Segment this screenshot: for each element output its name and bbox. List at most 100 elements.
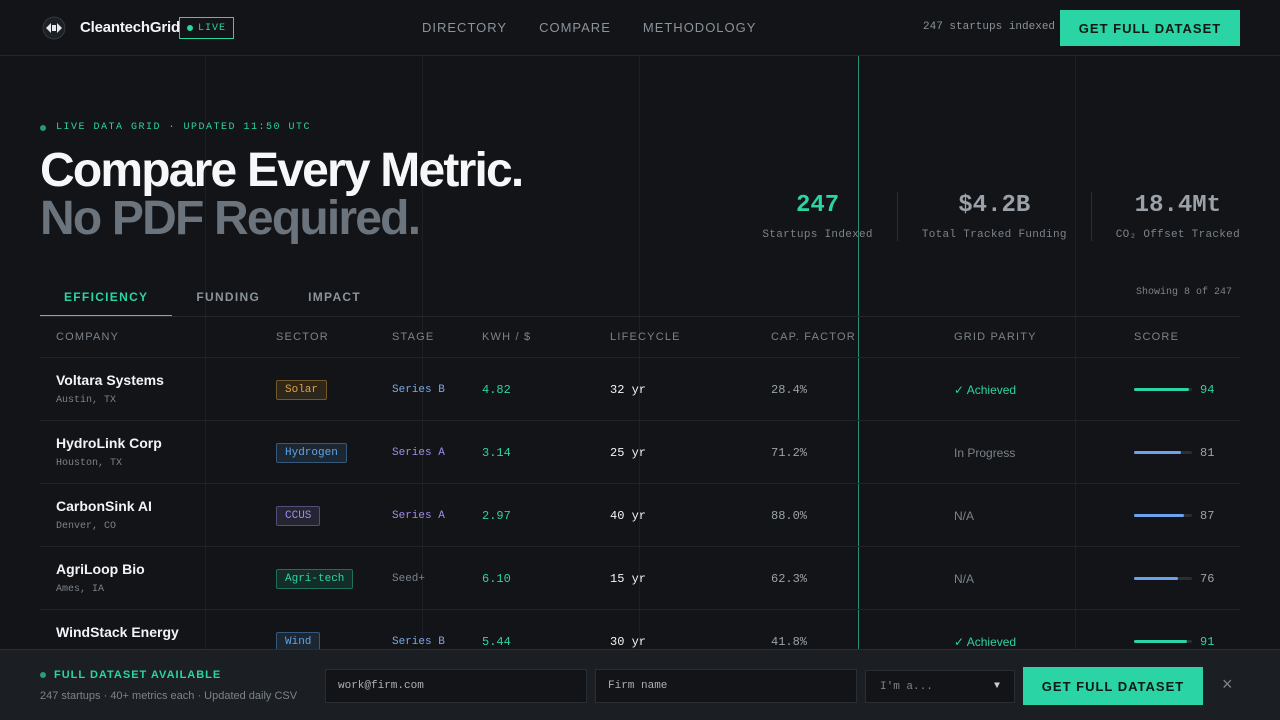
cap-factor-cell: 28.4% xyxy=(771,382,808,397)
table-row[interactable]: CarbonSink AI Denver, CO CCUS Series A 2.97 4… xyxy=(40,484,1240,547)
score-bar xyxy=(1134,577,1192,580)
score-bar-fill xyxy=(1134,640,1187,643)
score-value: 91 xyxy=(1200,634,1215,649)
stat-co2: 18.4Mt CO₂ Offset Tracked xyxy=(1090,192,1240,241)
score-bar-fill xyxy=(1134,388,1189,391)
sector-badge: Agri-tech xyxy=(276,568,354,589)
col-kwh[interactable]: KWH / $ xyxy=(482,331,532,343)
stage-cell: Series B xyxy=(392,383,445,396)
brand-name[interactable]: CleantechGrid xyxy=(80,19,180,36)
grid-parity-cell: ✓ Achieved xyxy=(954,382,1017,397)
get-dataset-button[interactable]: GET FULL DATASET xyxy=(1060,10,1240,46)
nav-link-directory[interactable]: DIRECTORY xyxy=(422,20,508,35)
company-name[interactable]: WindStack Energy xyxy=(56,624,179,640)
nav-link-compare[interactable]: COMPARE xyxy=(539,20,611,35)
stat-value: 18.4Mt xyxy=(1134,192,1222,219)
tab-impact[interactable]: IMPACT xyxy=(308,289,362,304)
grid-line xyxy=(205,56,206,720)
stage-cell: Series A xyxy=(392,446,445,459)
stage-cell: Series A xyxy=(392,509,445,522)
score-bar xyxy=(1134,388,1192,391)
col-company[interactable]: COMPANY xyxy=(56,331,120,343)
col-lifecycle[interactable]: LIFECYCLE xyxy=(610,331,681,343)
score-bar-fill xyxy=(1134,451,1181,454)
company-location: Austin, TX xyxy=(56,395,117,406)
score-value: 94 xyxy=(1200,382,1215,397)
firm-name-field[interactable] xyxy=(595,669,857,703)
stat-startups: 247 Startups Indexed xyxy=(738,192,896,241)
cap-factor-cell: 62.3% xyxy=(771,571,808,586)
col-grid-parity[interactable]: GRID PARITY xyxy=(954,331,1037,343)
col-sector[interactable]: SECTOR xyxy=(276,331,329,343)
sector-cell: Agri-tech xyxy=(276,547,354,610)
score-bar xyxy=(1134,640,1192,643)
col-cap-factor[interactable]: CAP. FACTOR xyxy=(771,331,856,343)
company-cell[interactable]: CarbonSink AI Denver, CO xyxy=(56,498,152,532)
score-bar-fill xyxy=(1134,514,1185,517)
kwh-cell: 2.97 xyxy=(482,508,511,523)
nav-link-methodology[interactable]: METHODOLOGY xyxy=(642,20,757,35)
logo-icon[interactable] xyxy=(40,14,68,42)
close-icon[interactable]: × xyxy=(1222,674,1233,694)
role-select[interactable]: I'm a... ▼ xyxy=(865,670,1015,703)
company-name[interactable]: Voltara Systems xyxy=(56,372,164,388)
tab-efficiency[interactable]: EFFICIENCY xyxy=(40,278,173,317)
live-badge: LIVE xyxy=(179,17,234,39)
score-value: 76 xyxy=(1200,571,1215,586)
stage-cell: Series B xyxy=(392,635,445,648)
email-field[interactable] xyxy=(325,669,587,703)
live-dot-icon xyxy=(186,25,193,31)
top-nav: CleantechGrid LIVE DIRECTORY COMPARE MET… xyxy=(0,0,1280,56)
score-value: 81 xyxy=(1200,445,1215,460)
company-name[interactable]: HydroLink Corp xyxy=(56,435,162,451)
table-row[interactable]: AgriLoop Bio Ames, IA Agri-tech Seed+ 6.10 15… xyxy=(40,547,1240,610)
stage-cell: Seed+ xyxy=(392,572,426,585)
banner-title-text: FULL DATASET AVAILABLE xyxy=(54,669,222,681)
company-cell[interactable]: Voltara Systems Austin, TX xyxy=(56,372,164,406)
company-cell[interactable]: AgriLoop Bio Ames, IA xyxy=(56,561,145,595)
grid-parity-cell: ✓ Achieved xyxy=(954,634,1017,649)
tab-funding[interactable]: FUNDING xyxy=(196,289,261,304)
company-cell[interactable]: WindStack Energy xyxy=(56,624,179,647)
score-cell: 87 xyxy=(1134,484,1214,547)
score-bar xyxy=(1134,451,1192,454)
kwh-cell: 5.44 xyxy=(482,634,511,649)
stat-label: Startups Indexed xyxy=(762,229,873,241)
score-bar xyxy=(1134,514,1192,517)
kwh-cell: 3.14 xyxy=(482,445,511,460)
stat-funding: $4.2B Total Tracked Funding xyxy=(896,192,1091,241)
col-score[interactable]: SCORE xyxy=(1134,331,1180,343)
table-row[interactable]: Voltara Systems Austin, TX Solar Series B 4.… xyxy=(40,358,1240,421)
grid-parity-cell: In Progress xyxy=(954,445,1016,460)
sector-cell: Solar xyxy=(276,358,328,421)
score-cell: 76 xyxy=(1134,547,1214,610)
score-bar-fill xyxy=(1134,577,1179,580)
banner-get-dataset-button[interactable]: GET FULL DATASET xyxy=(1023,667,1203,705)
lifecycle-cell: 25 yr xyxy=(610,445,647,460)
company-name[interactable]: CarbonSink AI xyxy=(56,498,152,514)
status-dot-icon xyxy=(40,124,46,131)
cap-factor-cell: 88.0% xyxy=(771,508,808,523)
grid-parity-cell: N/A xyxy=(954,571,975,586)
sector-badge: Hydrogen xyxy=(276,442,347,463)
sector-cell: CCUS xyxy=(276,484,321,547)
company-cell[interactable]: HydroLink Corp Houston, TX xyxy=(56,435,162,469)
sector-cell: Wind xyxy=(276,610,321,673)
hero-headline: Compare Every Metric. xyxy=(40,144,524,197)
col-stage[interactable]: STAGE xyxy=(392,331,435,343)
table-row[interactable]: HydroLink Corp Houston, TX Hydrogen Series … xyxy=(40,421,1240,484)
indexed-count: 247 startups indexed xyxy=(923,21,1056,33)
stat-value: 247 xyxy=(796,192,840,219)
banner-title: FULL DATASET AVAILABLE xyxy=(40,669,221,681)
score-cell: 81 xyxy=(1134,421,1214,484)
sector-badge: CCUS xyxy=(276,505,321,526)
company-name[interactable]: AgriLoop Bio xyxy=(56,561,145,577)
kwh-cell: 6.10 xyxy=(482,571,511,586)
dataset-banner: FULL DATASET AVAILABLE 247 startups · 40… xyxy=(0,649,1280,720)
main-nav: DIRECTORY COMPARE METHODOLOGY xyxy=(422,20,756,35)
showing-count: Showing 8 of 247 xyxy=(1135,287,1232,298)
sector-badge: Solar xyxy=(276,379,328,400)
grid-line xyxy=(422,56,423,720)
table-row[interactable]: WindStack Energy Wind Series B 5.44 30 yr 41.… xyxy=(40,610,1240,673)
banner-subtitle: 247 startups · 40+ metrics each · Update… xyxy=(40,690,298,702)
